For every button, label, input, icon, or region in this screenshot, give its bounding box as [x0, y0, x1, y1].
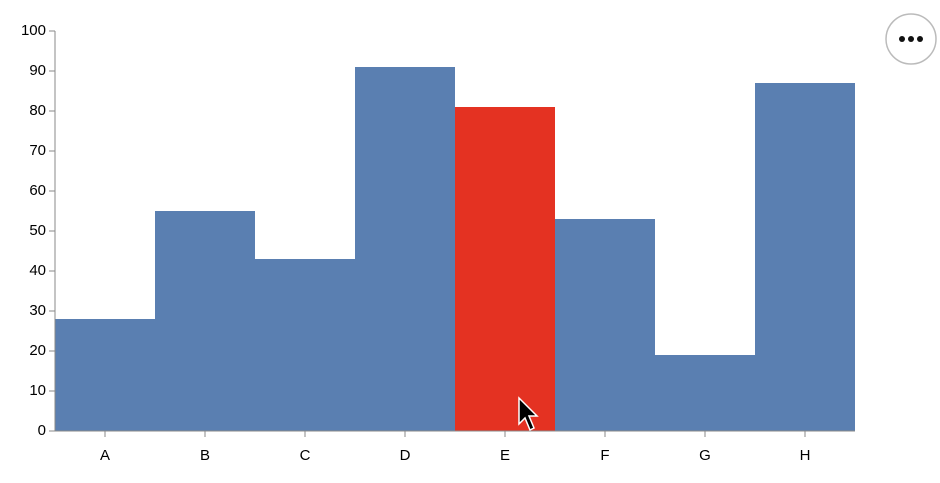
x-tick-label: F	[600, 447, 609, 464]
bar	[55, 319, 155, 431]
bar	[755, 83, 855, 431]
y-tick-label: 50	[29, 222, 46, 239]
bar	[455, 107, 555, 431]
y-tick-label: 40	[29, 262, 46, 279]
y-tick-label: 20	[29, 342, 46, 359]
bar	[555, 219, 655, 431]
x-tick-label: G	[699, 447, 711, 464]
y-tick-label: 100	[21, 22, 46, 39]
y-tick-label: 10	[29, 382, 46, 399]
mouse-cursor	[518, 396, 539, 432]
plot: 0 10 20 30 40 50 60 70 80 90 100 A B C D E F G H	[21, 22, 855, 464]
x-tick-label: A	[100, 447, 110, 464]
x-tick-label: H	[800, 447, 811, 464]
y-tick-label: 70	[29, 142, 46, 159]
bar	[255, 259, 355, 431]
menu-dot[interactable]	[908, 36, 914, 42]
bar	[355, 67, 455, 431]
y-tick-label: 80	[29, 102, 46, 119]
y-tick-label: 30	[29, 302, 46, 319]
y-tick-label: 60	[29, 182, 46, 199]
y-tick-label: 0	[38, 422, 46, 439]
y-tick-label: 90	[29, 62, 46, 79]
x-tick-label: C	[300, 447, 311, 464]
x-tick-label: B	[200, 447, 210, 464]
bar	[655, 355, 755, 431]
menu-dot[interactable]	[917, 36, 923, 42]
x-tick-label: E	[500, 447, 510, 464]
x-tick-label: D	[400, 447, 411, 464]
menu-button[interactable]	[885, 13, 937, 65]
menu-dot[interactable]	[899, 36, 905, 42]
bar	[155, 211, 255, 431]
